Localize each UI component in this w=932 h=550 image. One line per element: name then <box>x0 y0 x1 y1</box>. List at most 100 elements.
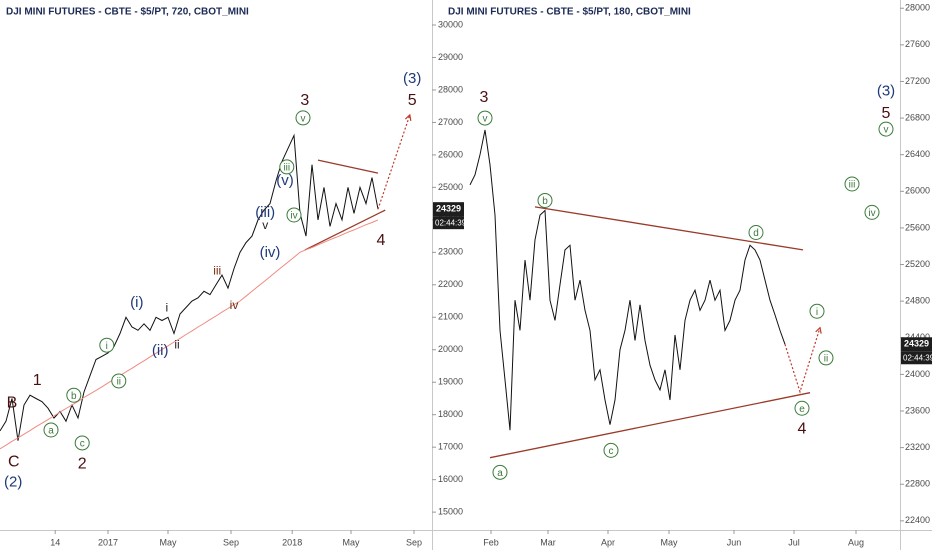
countdown-label: 02:44:39 <box>435 218 467 227</box>
wave-label: iii <box>283 163 290 174</box>
x-tick-label: Feb <box>483 537 499 547</box>
wave-label: e <box>799 404 805 415</box>
price-line <box>469 129 786 431</box>
y-tick-label: 21000 <box>438 312 463 322</box>
wave-label: iv <box>230 298 239 312</box>
wave-label: ii <box>824 354 828 365</box>
wave-label: iii <box>849 180 856 191</box>
wave-circle <box>794 400 810 416</box>
wave-label: 4 <box>377 232 386 249</box>
y-tick-label: 22800 <box>905 479 930 489</box>
wave-label: a <box>48 426 54 437</box>
x-tick-label: Jul <box>788 537 800 547</box>
trendline <box>489 392 811 459</box>
y-tick-label: 24000 <box>905 369 930 379</box>
x-tick-label: Sep <box>223 537 239 547</box>
wave-label: (i) <box>130 294 143 311</box>
wave-circle <box>111 373 127 389</box>
y-tick-label: 26800 <box>905 112 930 122</box>
y-tick-label: 28000 <box>438 84 463 94</box>
y-tick-label: 25000 <box>438 182 463 192</box>
x-tick-label: Mar <box>540 537 556 547</box>
last-price-box <box>901 337 932 352</box>
x-tick-label: 14 <box>50 537 60 547</box>
wave-label: 3 <box>480 89 489 106</box>
y-tick-label: 22400 <box>905 515 930 525</box>
y-tick-label: 26000 <box>438 149 463 159</box>
y-tick-label: 26000 <box>905 186 930 196</box>
x-tick-label: Jun <box>727 537 742 547</box>
wave-label: (ii) <box>152 342 169 359</box>
y-tick-label: 27200 <box>905 76 930 86</box>
y-tick-label: 26400 <box>905 149 930 159</box>
y-tick-label: 25600 <box>905 222 930 232</box>
projection <box>377 114 411 210</box>
y-tick-label: 20000 <box>438 344 463 354</box>
wave-label: v <box>301 114 306 125</box>
y-tick-label: 27600 <box>905 39 930 49</box>
wave-circle <box>477 110 493 126</box>
wave-circle <box>864 204 880 220</box>
y-tick-label: 27000 <box>438 117 463 127</box>
x-tick-label: Apr <box>601 537 615 547</box>
wave-label: i <box>106 341 108 352</box>
countdown-box <box>433 216 464 230</box>
trendline <box>534 206 804 251</box>
y-tick-label: 29000 <box>438 52 463 62</box>
wave-circle <box>537 192 553 208</box>
wave-circle <box>74 435 90 451</box>
y-tick-label: 24400 <box>905 332 930 342</box>
wave-label: C <box>8 453 20 470</box>
wave-label: ii <box>174 337 179 351</box>
wave-label: c <box>609 446 614 457</box>
chart-title: DJI MINI FUTURES - CBTE - $5/PT, 720, CB… <box>6 7 249 18</box>
x-tick-label: 2018 <box>282 537 302 547</box>
wave-label: 4 <box>798 421 807 438</box>
y-tick-label: 17000 <box>438 442 463 452</box>
wave-label: 5 <box>408 92 417 109</box>
wave-circle <box>809 303 825 319</box>
y-tick-label: 16000 <box>438 474 463 484</box>
wave-circle <box>279 159 295 175</box>
projection <box>784 327 821 394</box>
wave-label: v <box>483 114 488 125</box>
y-tick-label: 23600 <box>905 405 930 415</box>
wave-circle <box>99 337 115 353</box>
wave-label: b <box>71 391 77 402</box>
wave-circle <box>878 121 894 137</box>
x-tick-label: Sep <box>406 537 422 547</box>
wave-circle <box>818 350 834 366</box>
countdown-box <box>901 351 932 365</box>
projection-arrowhead <box>815 326 822 334</box>
y-tick-label: 28000 <box>905 3 930 13</box>
y-tick-label: 24800 <box>905 296 930 306</box>
x-tick-label: Aug <box>848 537 864 547</box>
last-price-box <box>433 202 464 217</box>
wave-label: i <box>816 307 818 318</box>
y-tick-label: 22000 <box>438 279 463 289</box>
x-tick-label: 2017 <box>98 537 118 547</box>
wave-circle <box>286 207 302 223</box>
wave-label: v <box>884 125 889 136</box>
moving-average <box>0 219 379 450</box>
wave-label: ii <box>117 377 121 388</box>
trendline <box>304 209 386 251</box>
x-tick-label: May <box>660 537 678 547</box>
wave-label: i <box>165 300 168 314</box>
y-tick-label: 19000 <box>438 377 463 387</box>
chart-title: DJI MINI FUTURES - CBTE - $5/PT, 180, CB… <box>448 7 691 18</box>
wave-circle <box>492 464 508 480</box>
wave-label: (2) <box>4 473 22 490</box>
wave-label: (3) <box>403 70 421 87</box>
x-tick-label: May <box>342 537 360 547</box>
wave-label: (v) <box>276 172 294 189</box>
y-tick-label: 25200 <box>905 259 930 269</box>
wave-label: B <box>7 394 18 411</box>
wave-circle <box>748 225 764 241</box>
wave-label: iv <box>290 211 297 222</box>
wave-label: (3) <box>877 83 895 100</box>
wave-label: 2 <box>78 455 87 472</box>
wave-circle <box>603 442 619 458</box>
